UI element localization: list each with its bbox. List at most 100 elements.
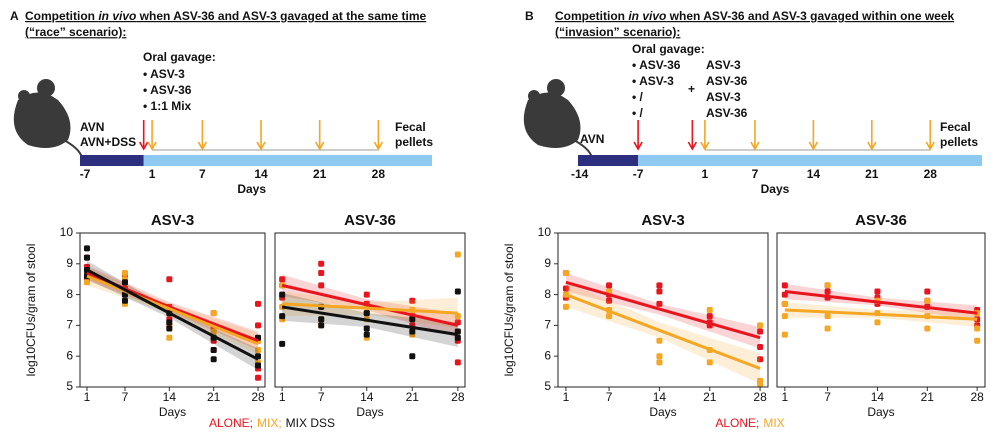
timeline-xlabel: Days [237, 182, 266, 196]
fit-line [282, 302, 458, 315]
data-point [318, 282, 325, 289]
data-point [656, 288, 663, 295]
timeline-tick-label: -7 [633, 167, 644, 181]
timeline-tick-label: 14 [254, 167, 268, 181]
data-point [781, 313, 788, 320]
panel-label: B [525, 9, 534, 23]
y-axis-label: log10CFUs/gram of stool [24, 244, 38, 377]
gavage-arrow [750, 120, 760, 151]
data-point [279, 313, 286, 320]
data-point [924, 297, 931, 304]
x-axis-label: Days [356, 405, 383, 419]
gavage-header: Oral gavage: [143, 50, 216, 64]
data-point [454, 334, 461, 341]
gavage-item: ASV-3 [706, 58, 741, 72]
timeline-tick-label: -14 [571, 167, 589, 181]
data-point [757, 343, 764, 350]
plot-frame [79, 232, 266, 388]
legend: ALONE; MIX [715, 416, 784, 430]
data-point [454, 359, 461, 366]
chart-title: ASV-36 [344, 212, 396, 229]
data-point [318, 316, 325, 323]
data-point [363, 310, 370, 317]
data-point [824, 325, 831, 332]
data-point [656, 353, 663, 360]
x-tick-label: 21 [207, 390, 221, 404]
fit-line [281, 283, 459, 327]
y-tick-label: 8 [66, 287, 73, 301]
data-point [656, 282, 663, 289]
x-tick-label: 21 [703, 390, 717, 404]
y-tick-label: 5 [544, 379, 551, 393]
data-point [706, 307, 713, 313]
gavage-arrow [147, 120, 157, 151]
gavage-item: • ASV-3 [632, 74, 674, 88]
timeline-tick-label: -7 [80, 167, 91, 181]
x-tick-label: 14 [163, 390, 177, 404]
data-point [781, 300, 788, 307]
x-tick-label: 14 [653, 390, 667, 404]
gavage-header: Oral gavage: [632, 42, 705, 56]
data-point [83, 254, 90, 261]
end-label: pellets [940, 135, 978, 149]
data-point [255, 347, 262, 354]
gavage-item: ASV-3 [706, 90, 741, 104]
data-point [824, 288, 831, 295]
timeline-xlabel: Days [761, 182, 790, 196]
data-point [924, 288, 931, 295]
gavage-item: ASV-36 [706, 106, 748, 120]
x-tick-label: 14 [871, 390, 885, 404]
data-point [606, 313, 613, 320]
panel-title-line2: (“invasion” scenario): [555, 25, 680, 39]
data-point [706, 313, 713, 320]
y-tick-label: 5 [66, 379, 73, 393]
plot-frame [557, 232, 769, 388]
data-point [363, 331, 370, 338]
x-tick-label: 21 [406, 390, 420, 404]
gavage-item: • 1:1 Mix [143, 99, 192, 113]
y-tick-label: 9 [66, 256, 73, 270]
gavage-arrow [687, 120, 698, 151]
data-point [318, 260, 325, 267]
data-point [824, 282, 831, 289]
data-point [83, 279, 90, 286]
y-tick-label: 9 [544, 256, 551, 270]
data-point [166, 319, 173, 326]
data-point [454, 313, 461, 320]
x-tick-label: 7 [606, 390, 613, 404]
data-point [279, 340, 286, 347]
title-text: when ASV-36 and ASV-3 gavaged within one… [666, 9, 954, 23]
data-point [409, 353, 416, 360]
x-tick-label: 1 [84, 390, 91, 404]
data-point [279, 276, 286, 283]
timeline-tick-label: 7 [752, 167, 759, 181]
y-axis-label: log10CFUs/gram of stool [502, 244, 516, 377]
gavage-arrow [867, 120, 877, 151]
x-tick-label: 1 [563, 390, 570, 404]
gavage-arrow [700, 120, 710, 151]
legend-entry: ALONE; [715, 416, 759, 430]
legend-entry: ALONE; [209, 416, 253, 430]
plot-frame [274, 232, 466, 388]
fit-line [281, 305, 459, 337]
data-point [210, 356, 217, 363]
gavage-arrow [925, 120, 935, 151]
data-point [757, 356, 764, 363]
data-point [210, 328, 217, 335]
y-tick-label: 7 [544, 318, 551, 332]
phase-label: AVN [580, 132, 604, 146]
mouse-icon [13, 79, 83, 159]
timeline-pretreatment [80, 155, 144, 166]
gavage-item: • ASV-3 [143, 67, 185, 81]
fit-line [86, 268, 259, 361]
data-point [255, 362, 262, 369]
timeline-pretreatment [578, 155, 639, 166]
data-point [363, 325, 370, 332]
gavage-item: • / [632, 90, 644, 104]
chart-title: ASV-3 [151, 212, 194, 229]
data-point [210, 347, 217, 354]
fit-line [565, 280, 761, 340]
data-point [656, 337, 663, 344]
y-tick-label: 6 [544, 348, 551, 362]
data-point [318, 322, 325, 329]
